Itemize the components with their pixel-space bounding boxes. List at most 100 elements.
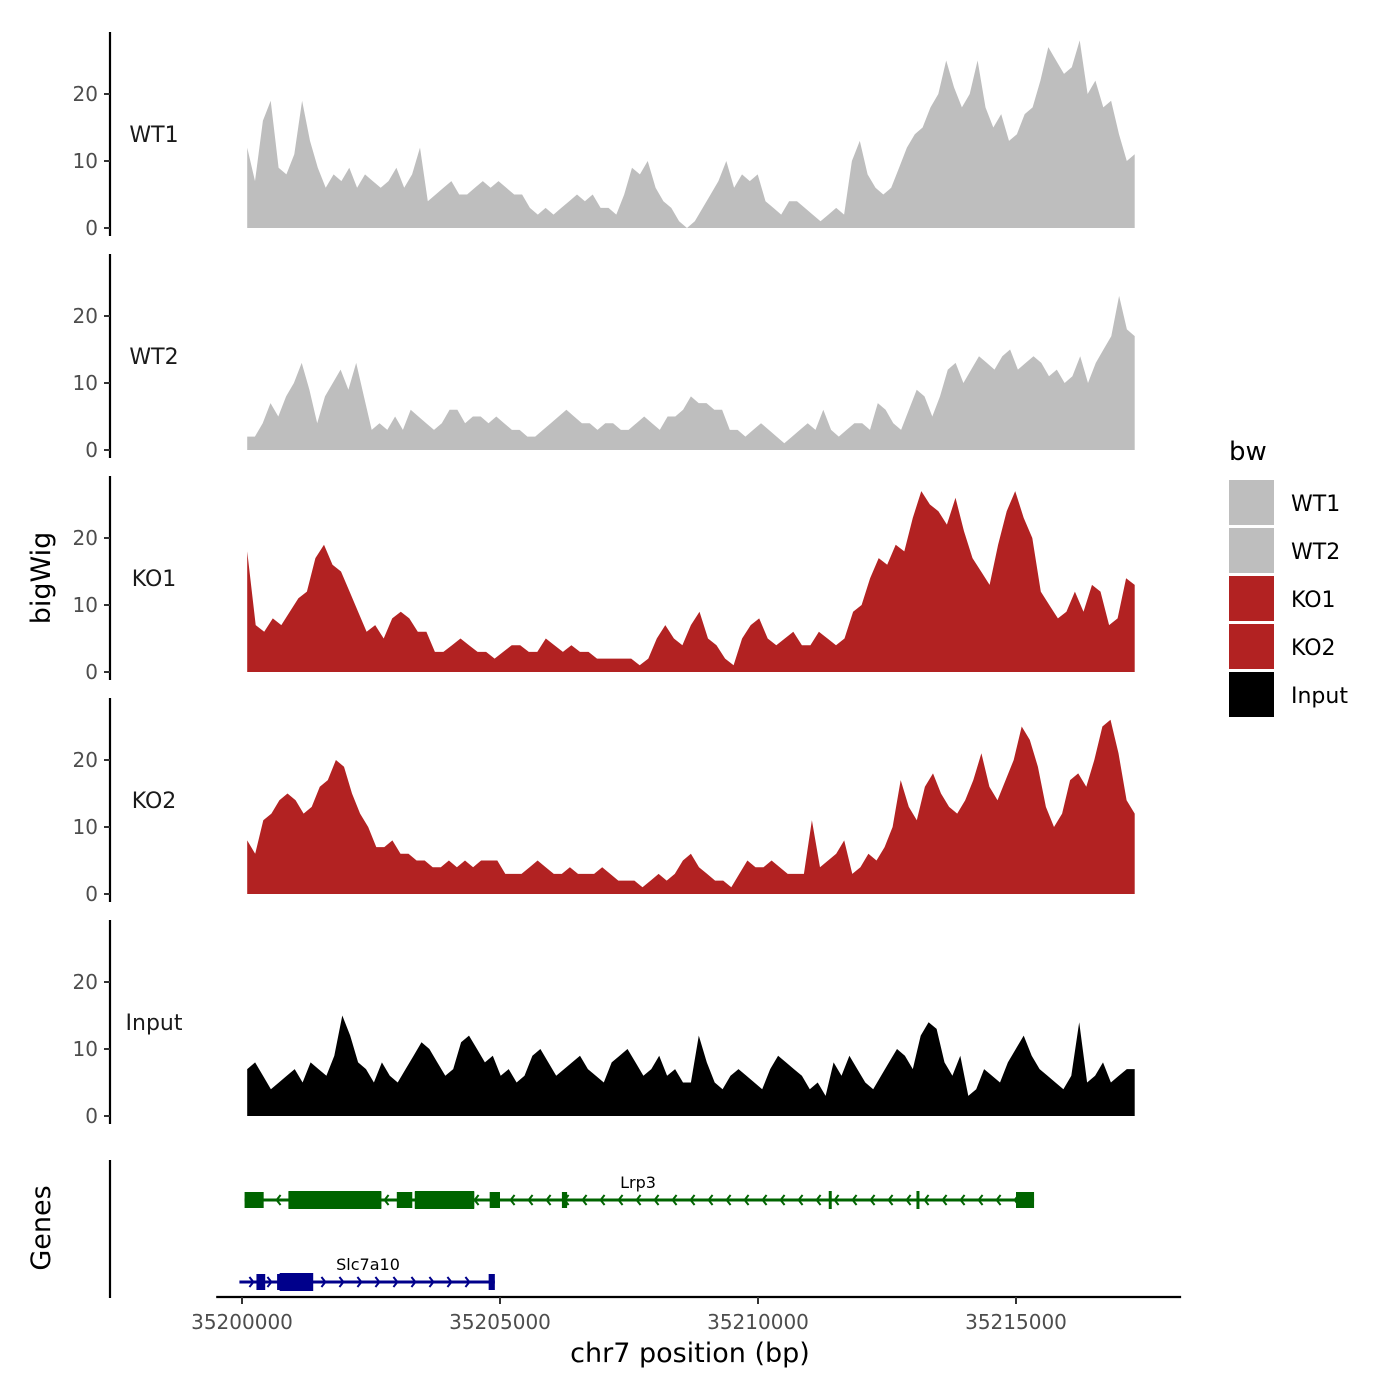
strand-arrow [797,1194,804,1206]
y-tick-label: 0 [85,1104,98,1128]
area-wt1 [247,40,1135,229]
strand-arrow [671,1194,678,1206]
coding-exon [279,1273,314,1291]
exon [489,1192,500,1208]
strand-arrow [320,1276,327,1288]
strand-arrow [356,1276,363,1288]
exon [244,1192,264,1208]
strand-arrow [545,1194,552,1206]
exon [256,1274,266,1290]
legend-swatch [1229,672,1274,717]
legend-swatch [1229,528,1274,573]
strand-arrow [473,1194,480,1206]
legend-label: KO2 [1291,636,1336,661]
strand-arrow [266,1276,273,1288]
y-tick-label: 10 [73,1037,98,1061]
area-input [247,1015,1135,1116]
track-input: 0 10 20 Input [73,920,1135,1128]
legend-label: KO1 [1291,588,1336,613]
track-label-ko1: KO1 [132,567,177,592]
strand-arrow [851,1194,858,1206]
strand-arrow [725,1194,732,1206]
strand-arrow [383,1194,390,1206]
y-tick-label: 0 [85,882,98,906]
y-tick-label: 10 [73,371,98,395]
y-tick-label: 20 [73,304,98,328]
legend-item-wt1: WT1 [1229,480,1340,525]
strand-arrow [833,1194,840,1206]
y-tick-label: 20 [73,748,98,772]
genes-axis-title: Genes [26,1185,57,1270]
strand-arrow [428,1276,435,1288]
legend-swatch [1229,624,1274,669]
exon [1016,1192,1035,1208]
strand-arrow [779,1194,786,1206]
gene-label-lrp3: Lrp3 [620,1173,656,1192]
x-tick-label: 35215000 [965,1310,1067,1334]
strand-arrow [995,1194,1002,1206]
strand-arrow [887,1194,894,1206]
strand-arrow [761,1194,768,1206]
x-tick-label: 35200000 [191,1310,293,1334]
strand-arrow [374,1276,381,1288]
strand-arrow [743,1194,750,1206]
y-tick-label: 20 [73,526,98,550]
strand-arrow [599,1194,606,1206]
y-tick-label: 0 [85,660,98,684]
legend-item-ko1: KO1 [1229,576,1336,621]
strand-arrow [410,1276,417,1288]
track-label-ko2: KO2 [132,789,177,814]
legend-item-ko2: KO2 [1229,624,1336,669]
legend-swatch [1229,480,1274,525]
strand-arrow [923,1194,930,1206]
legend-label: WT2 [1291,540,1340,565]
legend-label: Input [1291,684,1348,709]
track-wt1: 0 10 20 WT1 [73,32,1135,240]
gene-label-slc7a10: Slc7a10 [336,1255,400,1274]
gene-lrp3: Lrp3 [244,1173,1035,1209]
strand-arrow [977,1194,984,1206]
y-tick-label: 0 [85,216,98,240]
area-wt2 [247,295,1135,450]
track-label-wt2: WT2 [129,345,178,370]
track-label-input: Input [126,1011,183,1036]
strand-arrow [815,1194,822,1206]
exon [488,1274,495,1290]
exon [561,1192,568,1208]
y-tick-label: 20 [73,970,98,994]
exon [396,1192,413,1208]
strand-arrow [959,1194,966,1206]
strand-arrow [689,1194,696,1206]
strand-arrow [707,1194,714,1206]
track-panels: 0 10 20 WT1 0 10 20 WT2 0 10 20 KO1 0 10 20 KO2 0 10 20 Inp… [73,32,1135,1128]
strand-arrow [653,1194,660,1206]
legend-item-wt2: WT2 [1229,528,1340,573]
x-tick-label: 35205000 [449,1310,551,1334]
coding-exon [414,1191,475,1209]
strand-arrow [617,1194,624,1206]
strand-arrow [527,1194,534,1206]
strand-arrow [869,1194,876,1206]
strand-arrow [905,1194,912,1206]
coding-exon [288,1191,382,1209]
strand-arrow [338,1276,345,1288]
strand-arrow [446,1276,453,1288]
strand-arrow [464,1276,471,1288]
strand-arrow [248,1276,255,1288]
y-tick-label: 10 [73,149,98,173]
legend-item-input: Input [1229,672,1348,717]
legend-label: WT1 [1291,492,1340,517]
gene-slc7a10: Slc7a10 [239,1255,495,1291]
y-axis-title: bigWig [26,532,57,625]
x-axis-title: chr7 position (bp) [570,1338,810,1369]
strand-arrow [509,1194,516,1206]
legend-swatch [1229,576,1274,621]
track-label-wt1: WT1 [129,123,178,148]
legend: bw WT1 WT2 KO1 KO2 Input [1229,437,1348,717]
strand-arrow [635,1194,642,1206]
area-ko2 [247,719,1135,894]
y-tick-label: 10 [73,815,98,839]
area-ko1 [247,491,1135,672]
y-tick-label: 10 [73,593,98,617]
